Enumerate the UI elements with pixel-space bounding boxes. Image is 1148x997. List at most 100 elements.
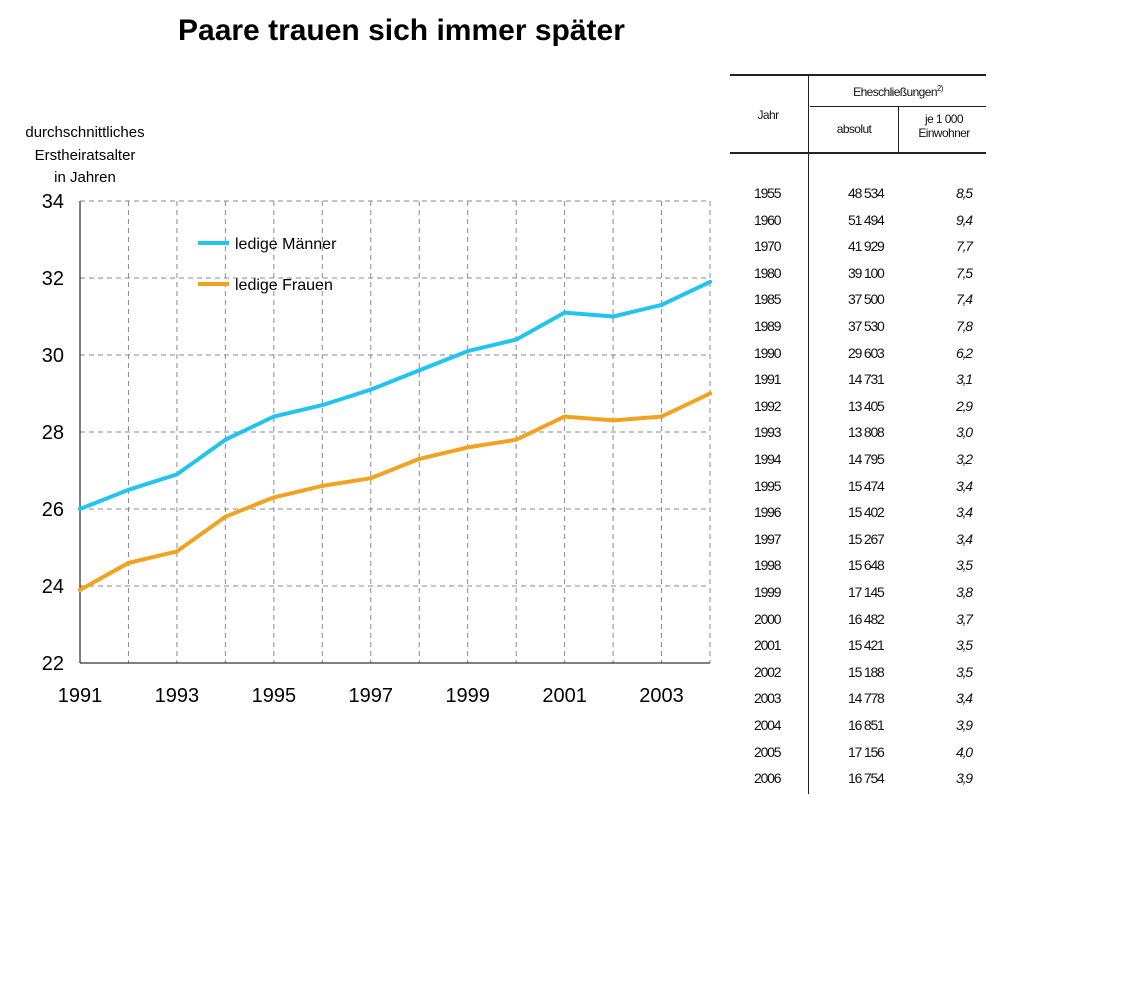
table-cell-year: 1960 — [754, 211, 782, 228]
table-row: 2004 16 851 3,9 — [728, 717, 986, 743]
table-cell-rate: 7,4 — [956, 291, 973, 308]
line-chart: 22 24 26 28 30 32 34 1991 1993 1995 1997 1999 2001 2… — [42, 191, 712, 707]
table-cell-year: 1955 — [754, 185, 782, 201]
table-cell-rate: 3,4 — [956, 504, 973, 521]
data-point — [562, 414, 567, 419]
table-cell-absolut: 39 100 — [848, 264, 885, 281]
table-cell-absolut: 15 267 — [848, 530, 885, 547]
table-row: 1993 13 808 3,0 — [728, 424, 986, 450]
data-point — [320, 483, 325, 488]
table-cell-absolut: 13 808 — [848, 424, 885, 441]
table-row: 1997 15 267 3,4 — [728, 531, 986, 557]
y-tick-label: 22 — [42, 653, 64, 675]
table-cell-rate: 7,5 — [956, 264, 973, 281]
x-tick-label: 1997 — [349, 685, 394, 707]
table-cell-year: 2003 — [754, 690, 782, 707]
table-cell-year: 1994 — [754, 451, 782, 467]
table-top-rule — [730, 74, 986, 76]
x-tick-label: 1995 — [252, 685, 297, 707]
table-header-footnote: 2) — [936, 84, 944, 93]
table-row: 2006 16 754 3,9 — [728, 770, 986, 796]
table-row: 2000 16 482 3,7 — [728, 611, 986, 637]
y-axis-label-line: in Jahren — [54, 169, 116, 186]
table-cell-rate: 3,5 — [956, 663, 973, 680]
table-row: 1995 15 474 3,4 — [728, 478, 986, 504]
table-cell-year: 1993 — [754, 424, 782, 441]
table-row: 1960 51 494 9,4 — [728, 212, 986, 238]
data-point — [611, 418, 616, 423]
table-cell-rate: 8,5 — [956, 185, 973, 201]
table-cell-absolut: 16 851 — [848, 717, 885, 733]
table-cell-rate: 3,9 — [956, 717, 973, 733]
data-point — [659, 414, 664, 419]
table-cell-absolut: 15 474 — [848, 477, 885, 494]
table-header-absolut: absolut — [836, 122, 872, 136]
x-tick-labels: 1991 1993 1995 1997 1999 2001 2003 — [58, 685, 684, 707]
table-cell-absolut: 16 482 — [848, 610, 885, 627]
x-tick-label: 2003 — [639, 685, 684, 707]
y-tick-label: 34 — [42, 191, 64, 213]
table-cell-year: 2005 — [754, 743, 782, 760]
table-row: 1996 15 402 3,4 — [728, 504, 986, 530]
table-cell-absolut: 17 145 — [848, 584, 885, 600]
table-row: 1990 29 603 6,2 — [728, 345, 986, 371]
table-cell-absolut: 16 754 — [848, 770, 885, 787]
data-point — [417, 368, 422, 373]
table-cell-rate: 3,9 — [956, 770, 973, 787]
table-cell-rate: 4,0 — [956, 743, 973, 760]
table-row: 2001 15 421 3,5 — [728, 637, 986, 663]
table-row: 1985 37 500 7,4 — [728, 291, 986, 317]
table-row: 1998 15 648 3,5 — [728, 557, 986, 583]
table-column-rule — [808, 74, 809, 794]
table-cell-year: 1985 — [754, 291, 782, 308]
table-cell-absolut: 15 402 — [848, 504, 885, 521]
table-cell-rate: 3,5 — [956, 557, 973, 574]
data-point — [562, 310, 567, 315]
table-row: 1989 37 530 7,8 — [728, 318, 986, 344]
table-cell-absolut: 15 648 — [848, 557, 885, 574]
table-cell-absolut: 37 530 — [848, 318, 885, 334]
chart-series — [78, 279, 712, 592]
chart-grid — [80, 200, 711, 663]
table-cell-year: 1998 — [754, 557, 782, 574]
table-cell-rate: 2,9 — [956, 397, 973, 414]
y-tick-label: 32 — [42, 268, 64, 290]
table-cell-rate: 7,8 — [956, 318, 973, 334]
table-cell-year: 2000 — [754, 610, 782, 627]
data-point — [126, 560, 131, 565]
table-row: 2002 15 188 3,5 — [728, 664, 986, 690]
table-cell-year: 1980 — [754, 264, 782, 281]
table-cell-year: 2001 — [754, 637, 782, 654]
table-cell-year: 1999 — [754, 584, 782, 600]
legend-label: ledige Männer — [235, 236, 337, 253]
y-axis-label-line: Erstheiratsalter — [34, 146, 136, 164]
x-tick-label: 1993 — [155, 685, 200, 707]
table-cell-absolut: 41 929 — [848, 238, 885, 255]
y-tick-labels: 22 24 26 28 30 32 34 — [42, 191, 64, 675]
data-point — [465, 349, 470, 354]
data-point — [223, 514, 228, 519]
table-cell-year: 1970 — [754, 238, 782, 255]
table-header-rate-line: je 1 000 — [925, 112, 964, 126]
chart-axes — [79, 201, 710, 664]
data-point — [708, 279, 712, 284]
table-cell-year: 1989 — [754, 318, 782, 334]
y-tick-label: 24 — [42, 576, 64, 598]
table-cell-rate: 3,7 — [956, 610, 973, 627]
data-point — [611, 314, 616, 319]
table-cell-absolut: 14 778 — [848, 690, 885, 707]
data-point — [78, 587, 82, 592]
table-cell-absolut: 15 421 — [848, 637, 885, 654]
data-point — [126, 487, 131, 492]
data-point — [368, 476, 373, 481]
table-header-group: Eheschließungen2) — [818, 84, 978, 99]
data-point — [174, 472, 179, 477]
table-cell-rate: 3,4 — [956, 530, 973, 547]
data-point — [271, 414, 276, 419]
data-point — [659, 302, 664, 307]
table-cell-absolut: 15 188 — [848, 663, 885, 680]
data-point — [271, 495, 276, 500]
data-point — [514, 437, 519, 442]
y-tick-label: 30 — [42, 345, 64, 367]
table-row: 1980 39 100 7,5 — [728, 265, 986, 291]
